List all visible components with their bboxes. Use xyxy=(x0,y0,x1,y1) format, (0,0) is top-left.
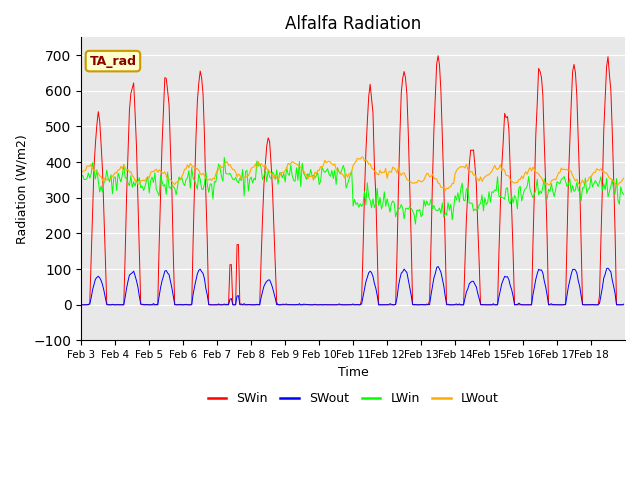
LWin xyxy=(113,188,120,193)
SWout xyxy=(113,302,120,308)
LWin xyxy=(548,181,556,187)
LWout xyxy=(359,154,367,160)
LWout xyxy=(620,175,627,181)
Y-axis label: Radiation (W/m2): Radiation (W/m2) xyxy=(15,134,28,244)
SWin xyxy=(465,162,473,168)
LWout xyxy=(356,156,364,162)
LWout xyxy=(548,178,556,184)
LWout xyxy=(96,173,104,179)
SWout xyxy=(465,281,473,287)
Title: Alfalfa Radiation: Alfalfa Radiation xyxy=(285,15,421,33)
Line: LWin: LWin xyxy=(81,157,623,224)
LWin xyxy=(412,221,419,227)
Text: TA_rad: TA_rad xyxy=(90,55,136,68)
SWout xyxy=(96,275,104,281)
Legend: SWin, SWout, LWin, LWout: SWin, SWout, LWin, LWout xyxy=(202,387,504,410)
LWin xyxy=(358,204,365,209)
LWin xyxy=(467,200,474,206)
LWout xyxy=(467,169,474,175)
SWin xyxy=(113,302,120,308)
SWout xyxy=(546,301,554,307)
SWout xyxy=(435,264,442,269)
LWout xyxy=(77,169,85,175)
Line: SWin: SWin xyxy=(81,56,623,305)
X-axis label: Time: Time xyxy=(338,366,369,379)
Line: LWout: LWout xyxy=(81,157,623,191)
SWout xyxy=(620,301,627,307)
SWin xyxy=(96,118,104,124)
LWin xyxy=(220,155,228,160)
LWin xyxy=(77,174,85,180)
SWout xyxy=(356,302,364,308)
SWin xyxy=(617,302,625,308)
SWin xyxy=(435,53,442,59)
SWin xyxy=(546,302,554,308)
LWin xyxy=(620,192,627,197)
LWin xyxy=(618,189,626,195)
LWout xyxy=(113,169,120,175)
LWout xyxy=(442,188,449,194)
SWout xyxy=(77,302,85,308)
SWin xyxy=(620,302,627,308)
SWin xyxy=(356,302,364,308)
LWin xyxy=(96,189,104,195)
SWin xyxy=(77,302,85,308)
Line: SWout: SWout xyxy=(81,266,623,305)
SWout xyxy=(617,302,625,308)
LWout xyxy=(618,178,626,183)
